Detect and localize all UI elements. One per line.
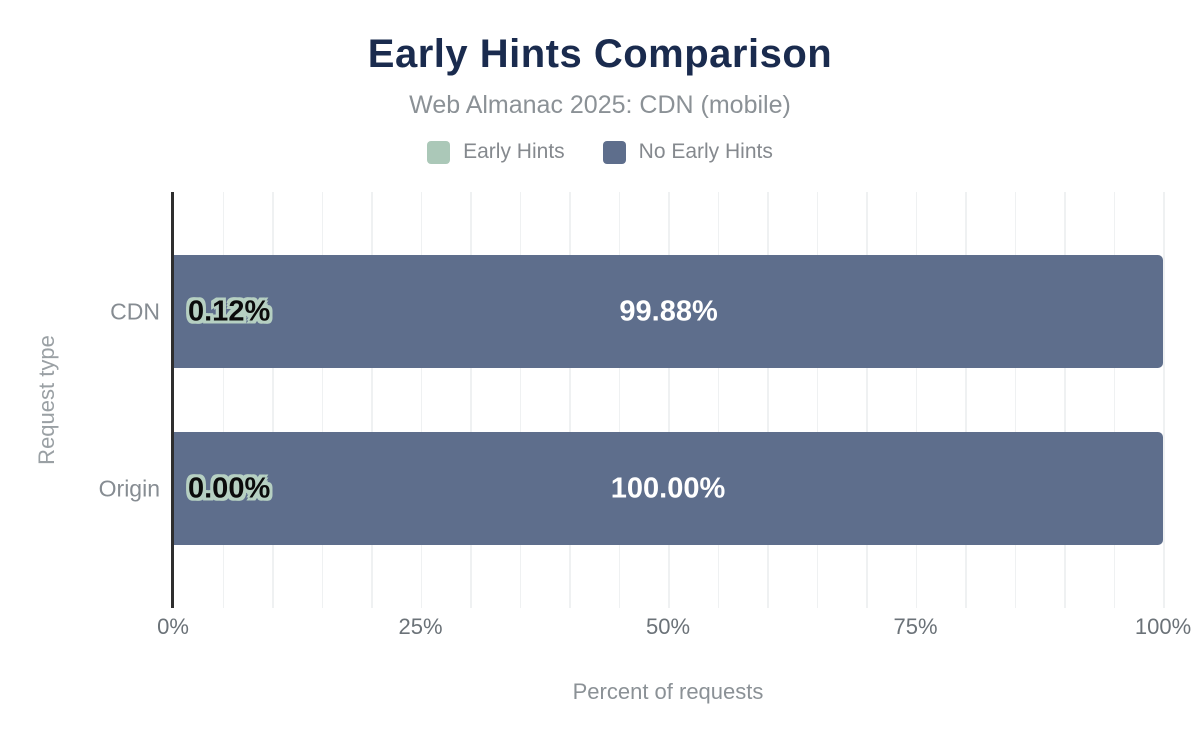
data-label-cdn-early-hints: 0.12% (188, 295, 271, 327)
x-axis-title: Percent of requests (572, 679, 764, 704)
x-tick-label-25: 25% (398, 614, 443, 639)
legend-swatch-no-early-hints (602, 140, 626, 164)
category-label-cdn: CDN (110, 298, 160, 324)
y-axis-title: Request type (34, 335, 59, 465)
gridline-30 (470, 192, 472, 608)
x-tick-label-75: 75% (893, 614, 938, 639)
gridline-85 (1014, 192, 1016, 608)
gridline-70 (866, 192, 868, 608)
bar-segment-origin-no-early-hints[interactable] (173, 432, 1163, 545)
x-tick-label-100: 100% (1134, 614, 1192, 639)
bar-segment-cdn-early-hints[interactable] (173, 255, 175, 368)
gridline-95 (1113, 192, 1115, 608)
category-label-origin: Origin (98, 475, 160, 501)
legend-label-no-early-hints: No Early Hints (638, 140, 773, 163)
gridline-25 (420, 192, 422, 608)
x-tick-label-50: 50% (645, 614, 691, 639)
gridline-60 (767, 192, 769, 608)
data-label-cdn-no-early-hints: 99.88% (619, 295, 718, 327)
gridline-40 (569, 192, 571, 608)
data-label-origin-early-hints: 0.00% (188, 472, 271, 504)
chart-subtitle: Web Almanac 2025: CDN (mobile) (409, 91, 791, 119)
legend-item-no-early-hints[interactable]: No Early Hints (602, 140, 773, 164)
gridline-75 (915, 192, 917, 608)
gridline-65 (816, 192, 818, 608)
chart-title: Early Hints Comparison (367, 32, 833, 76)
gridline-35 (519, 192, 521, 608)
y-axis-line (171, 192, 174, 608)
legend-item-early-hints[interactable]: Early Hints (427, 140, 565, 164)
gridline-90 (1064, 192, 1066, 608)
plot-area: 0.12% 99.88% 0.00% 100.00% (171, 192, 1165, 608)
gridline-15 (321, 192, 323, 608)
gridline-20 (371, 192, 373, 608)
gridline-80 (965, 192, 967, 608)
data-label-origin-no-early-hints: 100.00% (610, 472, 726, 504)
gridline-45 (618, 192, 620, 608)
gridline-50 (668, 192, 670, 608)
legend-swatch-early-hints (427, 140, 451, 164)
gridline-100 (1163, 192, 1165, 608)
bar-segment-cdn-no-early-hints[interactable] (174, 255, 1163, 368)
gridline-5 (222, 192, 224, 608)
gridline-10 (272, 192, 274, 608)
legend-label-early-hints: Early Hints (463, 140, 565, 163)
legend: Early Hints No Early Hints (0, 140, 1200, 164)
gridline-55 (717, 192, 719, 608)
x-tick-label-0: 0% (157, 614, 189, 639)
